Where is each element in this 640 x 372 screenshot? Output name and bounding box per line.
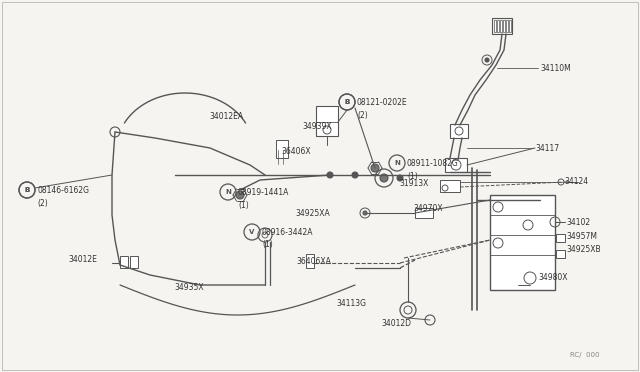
Text: 34957M: 34957M [566,231,597,241]
Bar [497,20,499,32]
Bar [490,195,555,290]
Text: 34925XA: 34925XA [295,208,330,218]
Text: 08916-3442A: 08916-3442A [262,228,314,237]
Bar [440,180,460,192]
Circle shape [236,191,244,199]
Text: (2): (2) [37,199,48,208]
Text: 08919-1441A: 08919-1441A [238,187,289,196]
Bar [316,106,338,136]
Bar [450,124,468,138]
Bar [509,20,511,32]
Text: N: N [394,160,400,166]
Circle shape [327,172,333,178]
Text: B: B [24,187,29,193]
Text: 34935X: 34935X [174,283,204,292]
Text: 34012EA: 34012EA [209,112,243,121]
Text: 34117: 34117 [535,144,559,153]
Text: 34012D: 34012D [381,318,411,327]
Bar [503,20,505,32]
Text: 34124: 34124 [564,176,588,186]
Circle shape [363,211,367,215]
Bar [556,234,565,242]
Text: RC/  000: RC/ 000 [570,352,600,358]
Bar [306,254,314,268]
Circle shape [485,58,489,62]
Text: B: B [344,99,349,105]
Bar [500,20,502,32]
Text: (1): (1) [238,201,249,209]
Text: (1): (1) [262,241,273,250]
Circle shape [380,174,388,182]
Bar [556,250,565,258]
Text: 34113G: 34113G [336,298,366,308]
Bar [492,18,512,34]
Circle shape [352,172,358,178]
Text: 08911-1082G: 08911-1082G [407,158,459,167]
Text: 08146-6162G: 08146-6162G [37,186,89,195]
Bar [445,158,467,172]
Bar [130,256,138,268]
Text: 34925XB: 34925XB [566,246,600,254]
Text: 36406XA: 36406XA [296,257,331,266]
Text: (1): (1) [407,171,418,180]
Text: 34102: 34102 [566,218,590,227]
Bar [415,208,433,218]
Bar [494,20,496,32]
Text: 36406X: 36406X [281,147,310,155]
Text: 34970X: 34970X [413,203,443,212]
Text: (2): (2) [357,110,368,119]
Text: B: B [344,99,349,105]
Text: V: V [250,229,255,235]
Text: 31913X: 31913X [399,179,428,187]
Bar [276,140,288,158]
Bar [506,20,508,32]
Text: B: B [24,187,29,193]
Text: 08121-0202E: 08121-0202E [357,97,408,106]
Text: 34939X: 34939X [302,122,332,131]
Text: 34110M: 34110M [540,64,571,73]
Circle shape [397,175,403,181]
Text: 34012E: 34012E [68,256,97,264]
Text: N: N [225,189,231,195]
Bar [120,256,128,268]
Text: 34980X: 34980X [538,273,568,282]
Circle shape [371,164,379,172]
